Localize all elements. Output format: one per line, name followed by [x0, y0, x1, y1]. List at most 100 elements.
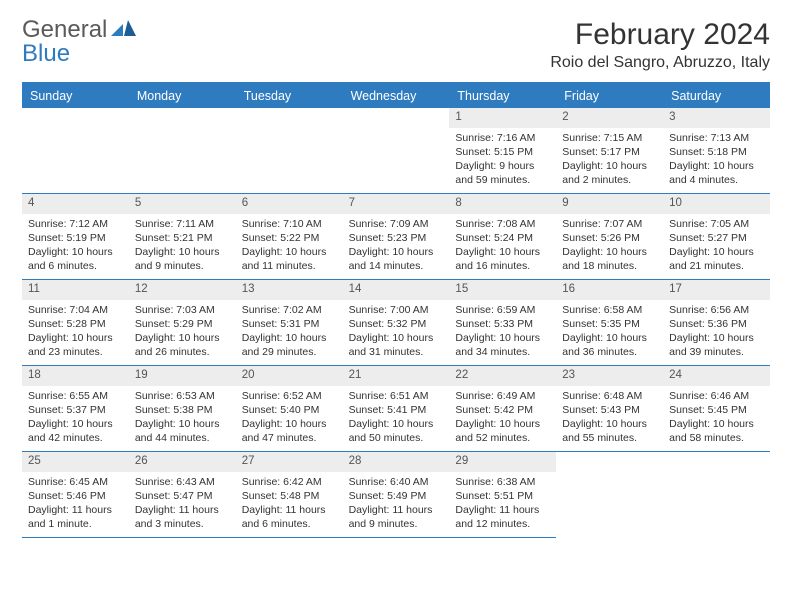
daylight-text: Daylight: 10 hours and 58 minutes. — [669, 417, 764, 445]
header: GeneralBlue February 2024 Roio del Sangr… — [22, 18, 770, 72]
daylight-text: Daylight: 10 hours and 14 minutes. — [349, 245, 444, 273]
daylight-text: Daylight: 10 hours and 42 minutes. — [28, 417, 123, 445]
sunset-text: Sunset: 5:26 PM — [562, 231, 657, 245]
day-number: 29 — [449, 452, 556, 472]
daylight-text: Daylight: 11 hours and 6 minutes. — [242, 503, 337, 531]
day-number: 21 — [343, 366, 450, 386]
daylight-text: Daylight: 10 hours and 26 minutes. — [135, 331, 230, 359]
day-number: 28 — [343, 452, 450, 472]
sunrise-text: Sunrise: 6:49 AM — [455, 389, 550, 403]
sunset-text: Sunset: 5:15 PM — [455, 145, 550, 159]
day-number: 17 — [663, 280, 770, 300]
calendar-cell: 7Sunrise: 7:09 AMSunset: 5:23 PMDaylight… — [343, 194, 450, 280]
sunrise-text: Sunrise: 6:46 AM — [669, 389, 764, 403]
sunset-text: Sunset: 5:37 PM — [28, 403, 123, 417]
day-header-sun: Sunday — [22, 84, 129, 108]
daylight-text: Daylight: 10 hours and 50 minutes. — [349, 417, 444, 445]
day-number: 26 — [129, 452, 236, 472]
cell-body: Sunrise: 6:56 AMSunset: 5:36 PMDaylight:… — [663, 300, 770, 364]
daylight-text: Daylight: 10 hours and 11 minutes. — [242, 245, 337, 273]
calendar-cell: 18Sunrise: 6:55 AMSunset: 5:37 PMDayligh… — [22, 366, 129, 452]
day-header-fri: Friday — [556, 84, 663, 108]
brand-mark-icon — [111, 18, 137, 42]
calendar-cell: 24Sunrise: 6:46 AMSunset: 5:45 PMDayligh… — [663, 366, 770, 452]
day-number: 4 — [22, 194, 129, 214]
calendar-cell: 1Sunrise: 7:16 AMSunset: 5:15 PMDaylight… — [449, 108, 556, 194]
daylight-text: Daylight: 10 hours and 6 minutes. — [28, 245, 123, 273]
sunset-text: Sunset: 5:18 PM — [669, 145, 764, 159]
calendar-cell: 9Sunrise: 7:07 AMSunset: 5:26 PMDaylight… — [556, 194, 663, 280]
day-header-sat: Saturday — [663, 84, 770, 108]
daylight-text: Daylight: 10 hours and 29 minutes. — [242, 331, 337, 359]
cell-body: Sunrise: 6:52 AMSunset: 5:40 PMDaylight:… — [236, 386, 343, 450]
day-header-wed: Wednesday — [343, 84, 450, 108]
calendar-cell: 25Sunrise: 6:45 AMSunset: 5:46 PMDayligh… — [22, 452, 129, 538]
sunrise-text: Sunrise: 7:00 AM — [349, 303, 444, 317]
day-number: 22 — [449, 366, 556, 386]
calendar-cell: 22Sunrise: 6:49 AMSunset: 5:42 PMDayligh… — [449, 366, 556, 452]
sunrise-text: Sunrise: 6:43 AM — [135, 475, 230, 489]
cell-body: Sunrise: 7:05 AMSunset: 5:27 PMDaylight:… — [663, 214, 770, 278]
sunset-text: Sunset: 5:33 PM — [455, 317, 550, 331]
cell-body: Sunrise: 7:07 AMSunset: 5:26 PMDaylight:… — [556, 214, 663, 278]
sunset-text: Sunset: 5:23 PM — [349, 231, 444, 245]
calendar-cell: 5Sunrise: 7:11 AMSunset: 5:21 PMDaylight… — [129, 194, 236, 280]
brand-logo: GeneralBlue — [22, 18, 137, 66]
sunrise-text: Sunrise: 6:58 AM — [562, 303, 657, 317]
sunset-text: Sunset: 5:36 PM — [669, 317, 764, 331]
sunrise-text: Sunrise: 6:51 AM — [349, 389, 444, 403]
sunrise-text: Sunrise: 7:11 AM — [135, 217, 230, 231]
calendar-cell: 29Sunrise: 6:38 AMSunset: 5:51 PMDayligh… — [449, 452, 556, 538]
calendar-cell-empty — [22, 108, 129, 194]
sunrise-text: Sunrise: 7:16 AM — [455, 131, 550, 145]
daylight-text: Daylight: 9 hours and 59 minutes. — [455, 159, 550, 187]
day-number: 9 — [556, 194, 663, 214]
weeks-container: 1Sunrise: 7:16 AMSunset: 5:15 PMDaylight… — [22, 108, 770, 538]
sunrise-text: Sunrise: 6:40 AM — [349, 475, 444, 489]
cell-body: Sunrise: 6:42 AMSunset: 5:48 PMDaylight:… — [236, 472, 343, 536]
sunset-text: Sunset: 5:41 PM — [349, 403, 444, 417]
calendar-cell: 6Sunrise: 7:10 AMSunset: 5:22 PMDaylight… — [236, 194, 343, 280]
day-number: 3 — [663, 108, 770, 128]
sunrise-text: Sunrise: 6:48 AM — [562, 389, 657, 403]
week-row: 4Sunrise: 7:12 AMSunset: 5:19 PMDaylight… — [22, 194, 770, 280]
day-header-tue: Tuesday — [236, 84, 343, 108]
sunset-text: Sunset: 5:24 PM — [455, 231, 550, 245]
day-number: 24 — [663, 366, 770, 386]
daylight-text: Daylight: 11 hours and 3 minutes. — [135, 503, 230, 531]
sunset-text: Sunset: 5:51 PM — [455, 489, 550, 503]
sunrise-text: Sunrise: 7:10 AM — [242, 217, 337, 231]
cell-body: Sunrise: 7:13 AMSunset: 5:18 PMDaylight:… — [663, 128, 770, 192]
day-number: 14 — [343, 280, 450, 300]
week-row: 25Sunrise: 6:45 AMSunset: 5:46 PMDayligh… — [22, 452, 770, 538]
calendar-cell-empty — [343, 108, 450, 194]
cell-body: Sunrise: 7:09 AMSunset: 5:23 PMDaylight:… — [343, 214, 450, 278]
calendar-cell: 26 Sunrise: 6:43 AMSunset: 5:47 PMDayligh… — [129, 452, 236, 538]
sunrise-text: Sunrise: 7:02 AM — [242, 303, 337, 317]
sunrise-text: Sunrise: 7:04 AM — [28, 303, 123, 317]
cell-body: Sunrise: 6:48 AMSunset: 5:43 PMDaylight:… — [556, 386, 663, 450]
sunset-text: Sunset: 5:47 PM — [135, 489, 230, 503]
sunset-text: Sunset: 5:21 PM — [135, 231, 230, 245]
daylight-text: Daylight: 10 hours and 2 minutes. — [562, 159, 657, 187]
sunrise-text: Sunrise: 6:38 AM — [455, 475, 550, 489]
cell-body: Sunrise: 6:51 AMSunset: 5:41 PMDaylight:… — [343, 386, 450, 450]
sunset-text: Sunset: 5:27 PM — [669, 231, 764, 245]
location-subtitle: Roio del Sangro, Abruzzo, Italy — [550, 54, 770, 72]
calendar-cell: 20Sunrise: 6:52 AMSunset: 5:40 PMDayligh… — [236, 366, 343, 452]
sunrise-text: Sunrise: 7:03 AM — [135, 303, 230, 317]
calendar-cell: 3Sunrise: 7:13 AMSunset: 5:18 PMDaylight… — [663, 108, 770, 194]
daylight-text: Daylight: 10 hours and 21 minutes. — [669, 245, 764, 273]
cell-body: Sunrise: 6:46 AMSunset: 5:45 PMDaylight:… — [663, 386, 770, 450]
calendar-cell: 4Sunrise: 7:12 AMSunset: 5:19 PMDaylight… — [22, 194, 129, 280]
title-block: February 2024 Roio del Sangro, Abruzzo, … — [550, 18, 770, 72]
cell-body: Sunrise: 6:53 AMSunset: 5:38 PMDaylight:… — [129, 386, 236, 450]
daylight-text: Daylight: 10 hours and 31 minutes. — [349, 331, 444, 359]
calendar-cell: 28Sunrise: 6:40 AMSunset: 5:49 PMDayligh… — [343, 452, 450, 538]
day-number: 11 — [22, 280, 129, 300]
calendar-cell: 21Sunrise: 6:51 AMSunset: 5:41 PMDayligh… — [343, 366, 450, 452]
sunrise-text: Sunrise: 7:13 AM — [669, 131, 764, 145]
cell-body: Sunrise: 7:02 AMSunset: 5:31 PMDaylight:… — [236, 300, 343, 364]
daylight-text: Daylight: 10 hours and 55 minutes. — [562, 417, 657, 445]
daylight-text: Daylight: 10 hours and 47 minutes. — [242, 417, 337, 445]
